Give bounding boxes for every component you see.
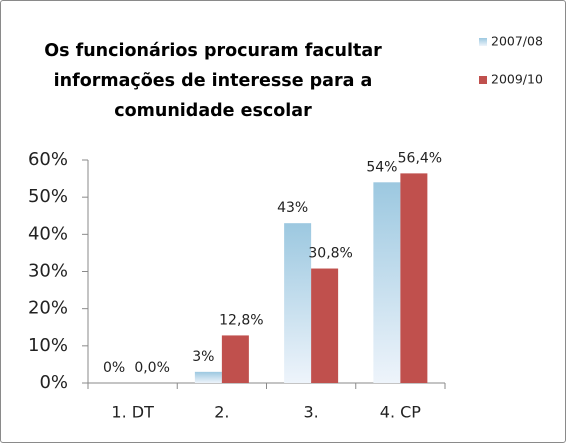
y-tick-label: 50%	[28, 186, 68, 207]
y-tick-label: 60%	[28, 149, 68, 170]
x-tick-label: 3.	[303, 403, 318, 422]
legend-label: 2007/08	[491, 34, 543, 49]
data-label: 0,0%	[134, 360, 170, 376]
y-tick-label: 10%	[28, 335, 68, 356]
bar	[400, 173, 428, 383]
data-label: 56,4%	[398, 150, 442, 166]
y-tick-label: 0%	[39, 372, 68, 393]
chart-title: Os funcionários procuram facultar inform…	[44, 41, 382, 121]
y-tick-label: 40%	[28, 223, 68, 244]
x-tick-label: 4. CP	[380, 403, 422, 422]
bar	[284, 223, 312, 383]
legend-label: 2009/10	[491, 72, 543, 87]
data-label: 3%	[192, 349, 214, 365]
y-tick-label: 20%	[28, 298, 68, 319]
data-label: 12,8%	[219, 312, 263, 328]
x-tick-label: 1. DT	[111, 403, 154, 422]
x-tick-label: 2.	[214, 403, 229, 422]
y-tick-label: 30%	[28, 261, 68, 282]
bar	[194, 371, 222, 383]
data-label: 54%	[366, 159, 397, 175]
legend-swatch	[479, 38, 487, 46]
data-label: 0%	[103, 360, 125, 376]
bar	[373, 182, 401, 383]
data-label: 30,8%	[308, 246, 352, 262]
legend-swatch	[479, 76, 487, 84]
bar	[311, 268, 339, 383]
bar	[221, 335, 249, 383]
data-label: 43%	[277, 200, 308, 216]
